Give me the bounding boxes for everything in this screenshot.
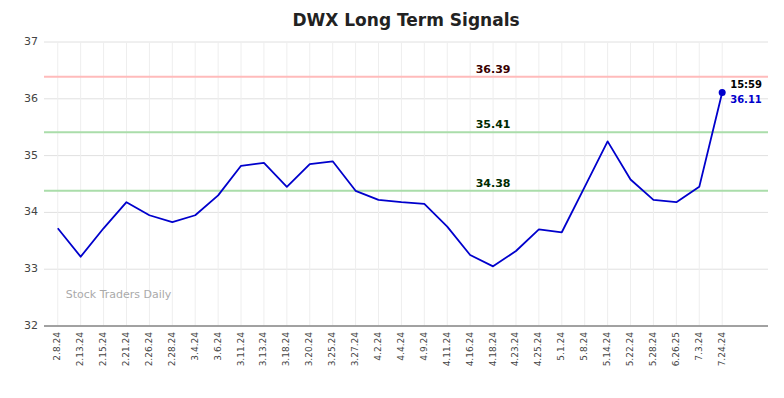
reference-line: [44, 76, 768, 78]
x-tick-label: 2.26.24: [144, 332, 154, 367]
y-grid-line: [44, 212, 768, 213]
x-tick-label: 4.23.24: [510, 332, 520, 367]
x-tick-label: 2.13.24: [75, 332, 85, 367]
x-grid-line: [722, 42, 723, 326]
x-tick-label: 2.28.24: [167, 332, 177, 367]
y-tick-label: 35: [24, 149, 38, 162]
x-grid-line: [561, 42, 562, 326]
x-grid-line: [103, 42, 104, 326]
x-tick-label: 4.4.24: [396, 332, 406, 361]
x-axis-line: [44, 325, 768, 326]
chart-container: DWX Long Term Signals3233343536372.8.242…: [0, 0, 784, 398]
x-tick-label: 2.21.24: [121, 332, 131, 367]
last-point: [719, 89, 726, 96]
x-grid-line: [515, 42, 516, 326]
x-grid-line: [607, 42, 608, 326]
x-tick-label: 3.6.24: [213, 332, 223, 361]
y-tick-label: 37: [24, 35, 38, 48]
x-grid-line: [470, 42, 471, 326]
x-tick-label: 4.11.24: [442, 332, 452, 367]
x-grid-line: [241, 42, 242, 326]
x-tick-label: 6.26.25: [671, 332, 681, 366]
x-tick-label: 5.1.24: [556, 332, 566, 361]
y-tick-label: 33: [24, 262, 38, 275]
reference-line: [44, 131, 768, 133]
x-grid-line: [538, 42, 539, 326]
x-tick-label: 5.22.24: [625, 332, 635, 367]
y-grid-line: [44, 98, 768, 99]
last-time-label: 15:59: [730, 79, 762, 90]
y-tick-label: 32: [24, 319, 38, 332]
reference-label: 35.41: [476, 118, 511, 131]
reference-label: 34.38: [476, 177, 511, 190]
x-grid-line: [378, 42, 379, 326]
x-axis: 2.8.24 2.13.24 2.15.24 2.21.24 2.26.24 2.28.2…: [44, 326, 768, 366]
x-tick-label: 3.13.24: [258, 332, 268, 367]
x-grid-line: [149, 42, 150, 326]
x-tick-label: 3.11.24: [236, 332, 246, 367]
x-grid-line: [332, 42, 333, 326]
x-tick-label: 7.24.24: [717, 332, 727, 367]
x-grid-line: [401, 42, 402, 326]
y-tick-label: 36: [24, 92, 38, 105]
x-tick-label: 2.15.24: [98, 332, 108, 367]
last-price-label: 36.11: [730, 94, 762, 105]
x-grid-line: [172, 42, 173, 326]
x-grid-line: [630, 42, 631, 326]
x-tick-label: 5.28.24: [648, 332, 658, 367]
x-tick-label: 5.8.24: [579, 332, 589, 361]
x-grid-line: [355, 42, 356, 326]
x-tick-label: 3.25.24: [327, 332, 337, 367]
x-grid-line: [126, 42, 127, 326]
y-grid-line: [44, 155, 768, 156]
grid: [44, 42, 768, 326]
chart-svg: DWX Long Term Signals3233343536372.8.242…: [0, 0, 784, 398]
x-tick-label: 4.2.24: [373, 332, 383, 361]
x-tick-label: 4.25.24: [533, 332, 543, 367]
x-tick-label: 3.4.24: [190, 332, 200, 361]
reference-line: [44, 190, 768, 192]
x-tick-label: 4.16.24: [465, 332, 475, 367]
y-grid-line: [44, 42, 768, 43]
x-tick-label: 3.18.24: [281, 332, 291, 367]
x-tick-label: 4.9.24: [419, 332, 429, 361]
x-grid-line: [286, 42, 287, 326]
y-grid-line: [44, 326, 768, 327]
x-grid-line: [309, 42, 310, 326]
x-tick-label: 4.18.24: [488, 332, 498, 367]
plot-marks: [44, 77, 768, 267]
price-line: [58, 93, 722, 267]
x-grid-line: [424, 42, 425, 326]
x-tick-label: 2.8.24: [52, 332, 62, 361]
x-grid-line: [584, 42, 585, 326]
x-grid-line: [57, 42, 58, 326]
x-grid-line: [80, 42, 81, 326]
x-grid-line: [218, 42, 219, 326]
x-tick-label: 7.3.24: [694, 332, 704, 361]
x-grid-line: [676, 42, 677, 326]
x-tick-label: 5.14.24: [602, 332, 612, 367]
title: DWX Long Term Signals: [292, 10, 519, 30]
reference-label: 36.39: [476, 63, 511, 76]
x-grid-line: [263, 42, 264, 326]
watermark: Stock Traders Daily: [66, 288, 172, 301]
x-tick-label: 3.27.24: [350, 332, 360, 367]
x-grid-line: [195, 42, 196, 326]
reference-labels: 36.39 35.41 34.38: [476, 63, 511, 190]
y-grid-line: [44, 269, 768, 270]
x-grid-line: [653, 42, 654, 326]
x-tick-label: 3.20.24: [304, 332, 314, 367]
y-tick-label: 34: [24, 205, 38, 218]
x-grid-line: [447, 42, 448, 326]
y-axis: 32 33 34 35 36 37: [24, 35, 38, 332]
